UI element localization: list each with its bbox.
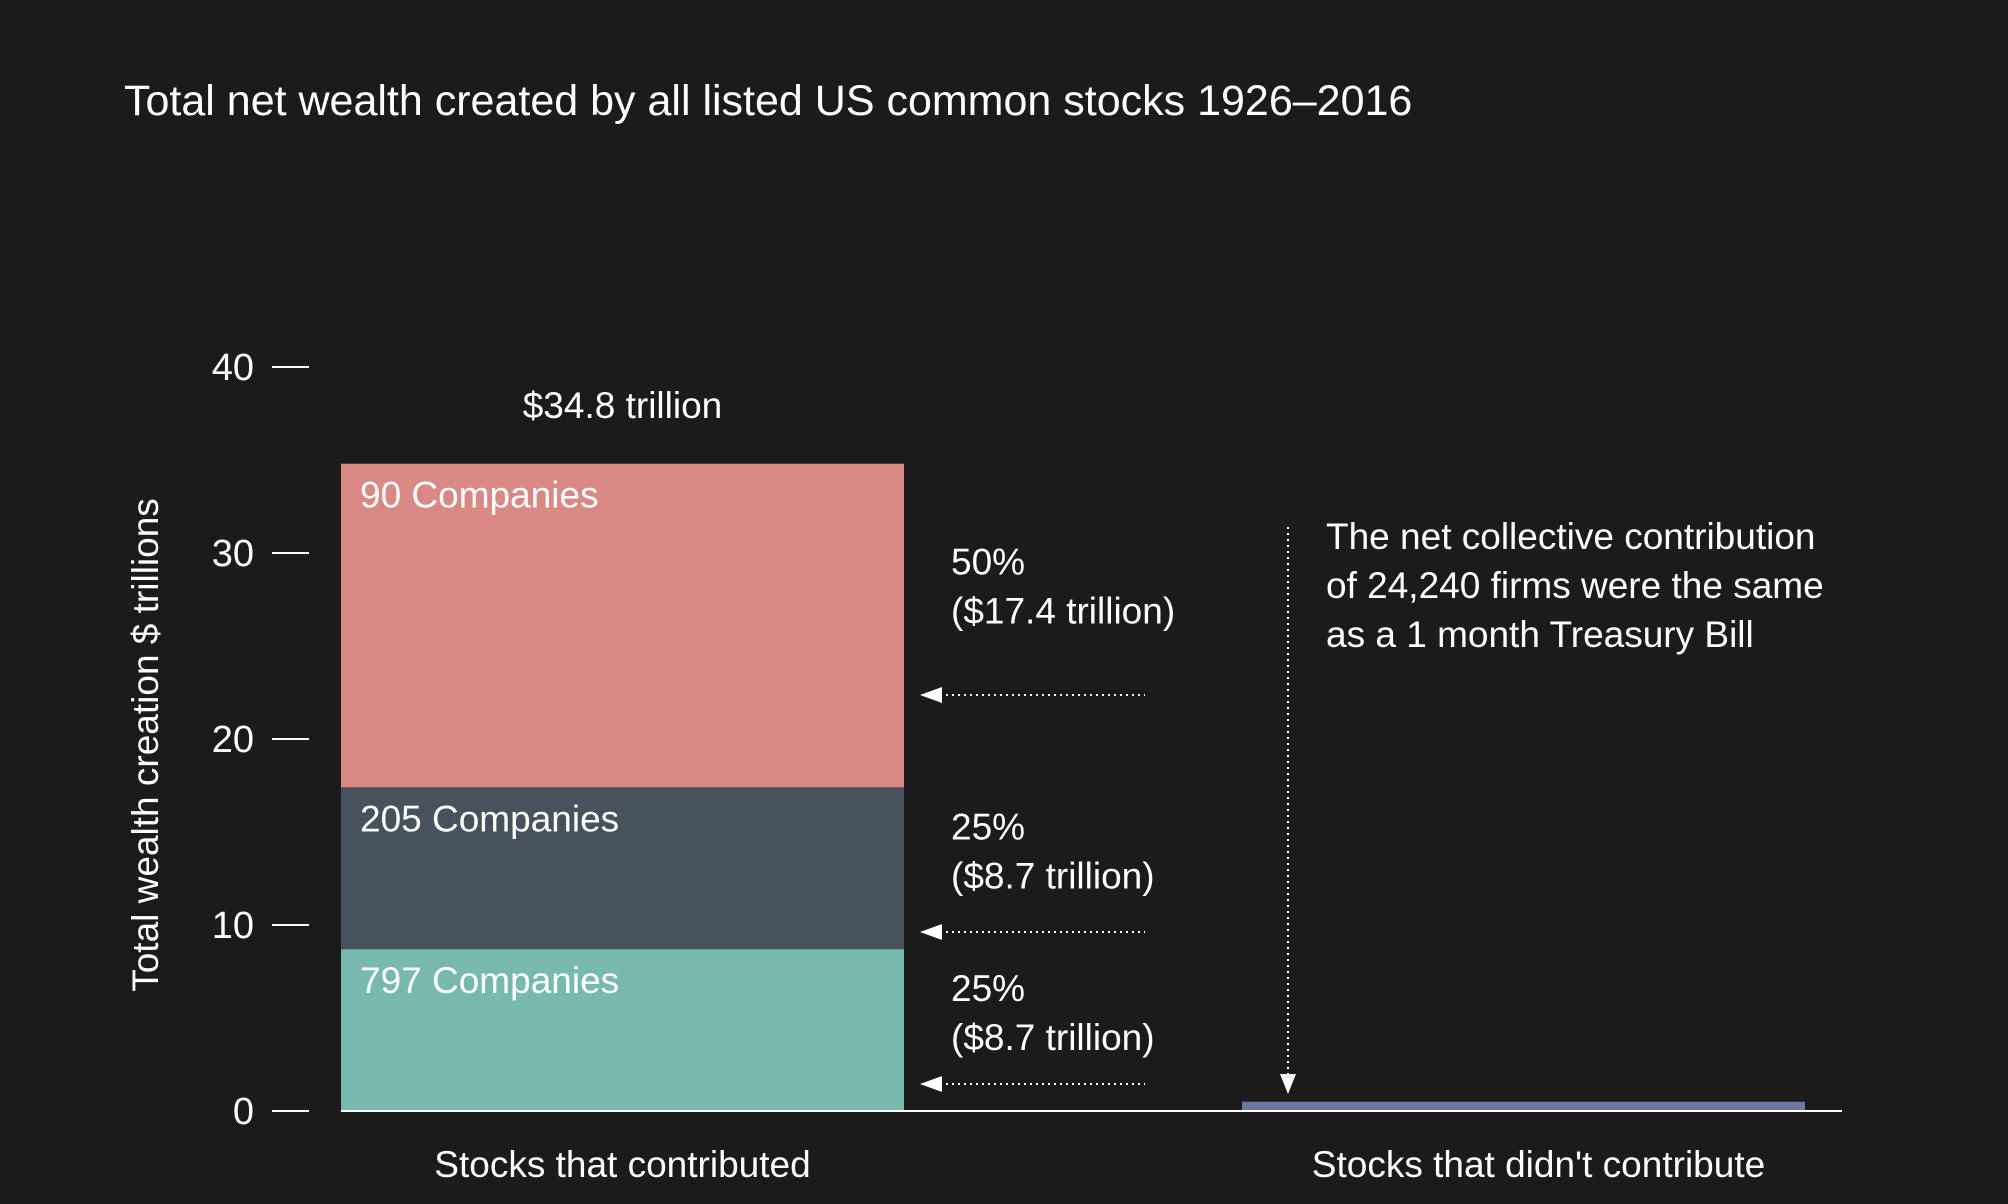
arrow-head xyxy=(920,924,942,940)
arrow-head xyxy=(920,687,942,703)
arrow-head xyxy=(920,1076,942,1092)
pointer-arrow xyxy=(920,1076,1145,1092)
bar-segment xyxy=(341,463,904,788)
segment-share-label: 25% xyxy=(951,968,1025,1009)
category-label-contributed: Stocks that contributed xyxy=(434,1144,810,1185)
y-tick-label: 30 xyxy=(212,533,254,575)
segment-share-label: 50% xyxy=(951,542,1025,583)
bars: 797 Companies 205 Companies 90 Companies xyxy=(341,463,1805,1111)
down-arrow-head xyxy=(1280,1074,1296,1094)
segment-label: 797 Companies xyxy=(360,960,619,1001)
y-tick-label: 0 xyxy=(233,1091,254,1133)
bar-segment xyxy=(341,787,904,950)
chart-title: Total net wealth created by all listed U… xyxy=(124,77,1412,125)
segment-amount-label: ($8.7 trillion) xyxy=(951,1017,1155,1058)
non-contributing-bar xyxy=(1242,1101,1805,1111)
category-label-not-contributed: Stocks that didn't contribute xyxy=(1312,1144,1765,1185)
y-tick-label: 20 xyxy=(212,719,254,761)
y-tick-label: 40 xyxy=(212,347,254,389)
annotation-line: as a 1 month Treasury Bill xyxy=(1326,614,1754,655)
y-axis-label: Total wealth creation $ trillions xyxy=(125,498,166,992)
total-label: $34.8 trillion xyxy=(523,385,723,426)
annotations: 25% ($8.7 trillion) 25% ($8.7 trillion) 50% (… xyxy=(920,542,1175,1092)
bar-segment xyxy=(341,949,904,1111)
y-axis-ticks: 0 10 20 30 40 xyxy=(212,347,309,1133)
segment-label: 90 Companies xyxy=(360,475,599,516)
annotation-line: of 24,240 firms were the same xyxy=(1326,565,1824,606)
pointer-arrow xyxy=(920,687,1145,703)
segment-label: 205 Companies xyxy=(360,798,619,839)
pointer-arrow xyxy=(920,924,1145,940)
y-tick-label: 10 xyxy=(212,905,254,947)
segment-share-label: 25% xyxy=(951,806,1025,847)
annotation-line: The net collective contribution xyxy=(1326,516,1816,557)
treasury-annotation: The net collective contribution of 24,240… xyxy=(1280,516,1824,1094)
segment-amount-label: ($17.4 trillion) xyxy=(951,591,1175,632)
segment-amount-label: ($8.7 trillion) xyxy=(951,855,1155,896)
